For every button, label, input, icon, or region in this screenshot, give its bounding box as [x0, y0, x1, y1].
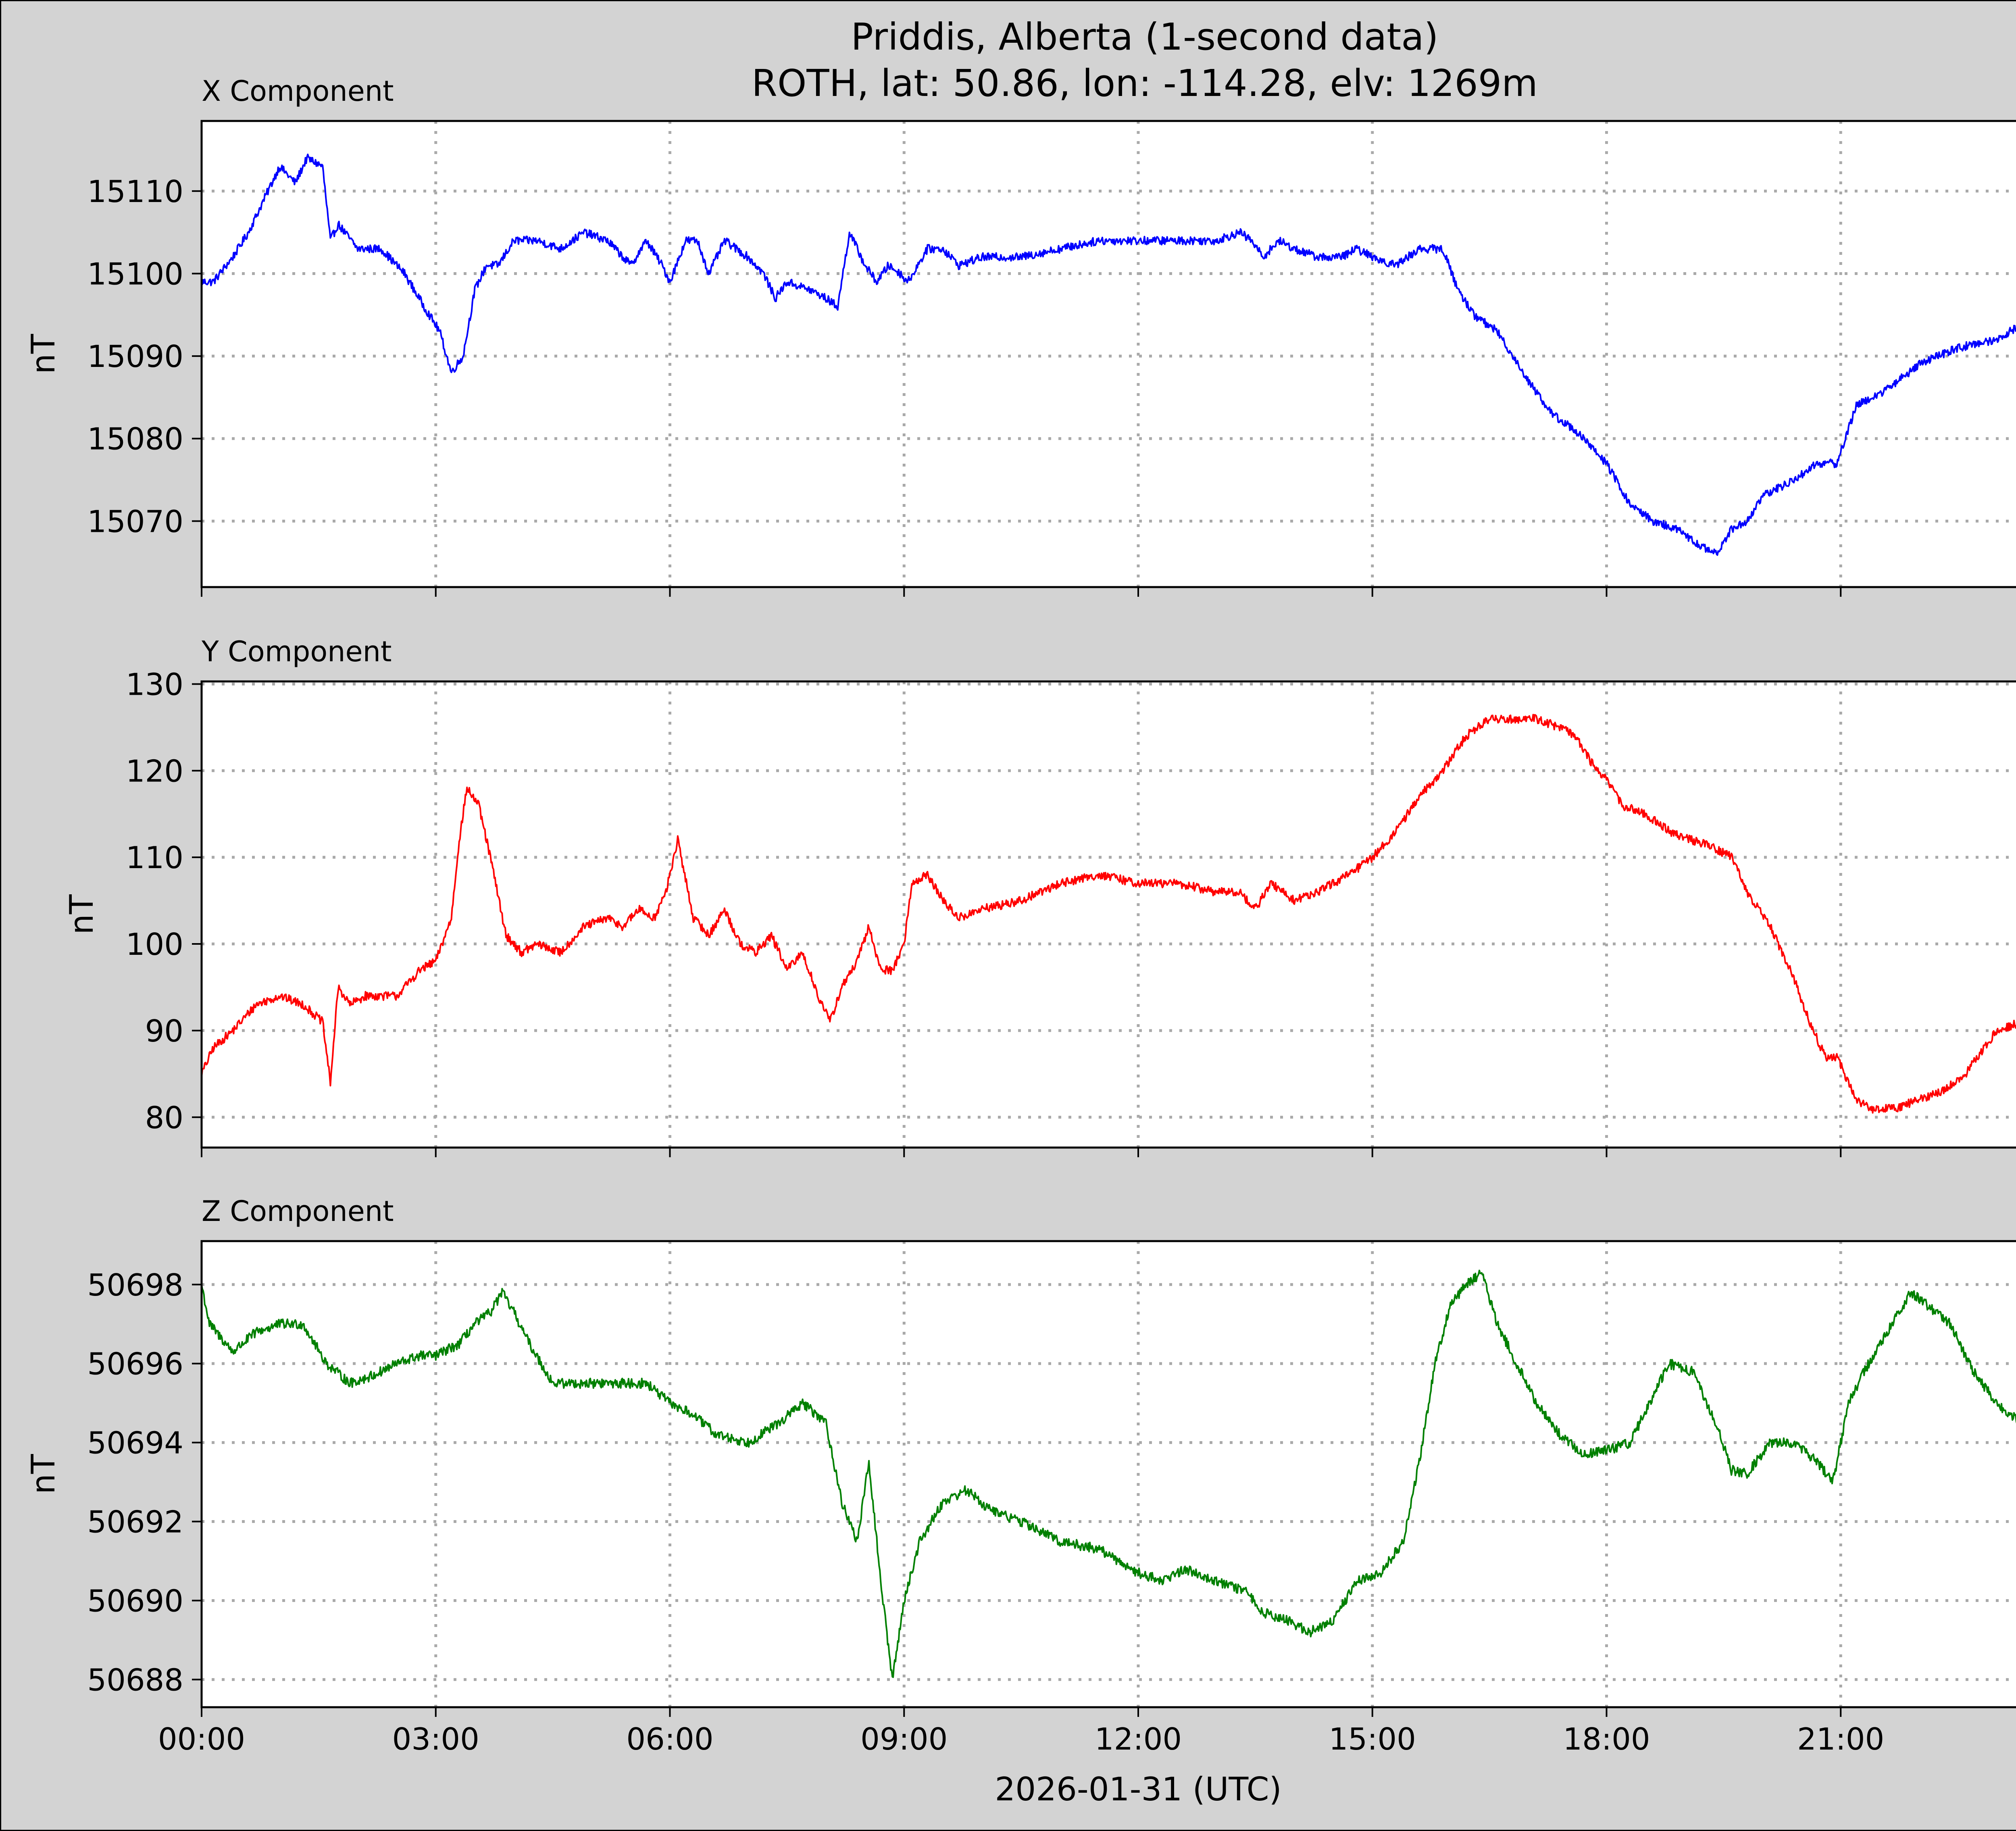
y-tick-label: 15090: [87, 339, 183, 374]
panel-title: Y Component: [201, 635, 392, 668]
panel-x-component: 15070 15080 15090 15100 15110 X Component nT: [25, 75, 2016, 597]
y-axis-label: nT: [25, 1454, 62, 1494]
x-axis-label: 2026-01-31 (UTC): [995, 1771, 1281, 1808]
series-line-x: [201, 153, 2016, 556]
y-tick-label: 130: [126, 667, 183, 702]
y-tick-label: 50688: [87, 1662, 183, 1698]
figure-title-line1: Priddis, Alberta (1-second data): [851, 15, 1438, 58]
plot-area: [202, 121, 2016, 587]
y-tick-label: 15110: [87, 174, 183, 209]
y-tick-label: 120: [126, 753, 183, 789]
x-tick-label: 00:00: [158, 1721, 245, 1757]
panel-z-component: 50688 50690 50692 50694 50696 50698 00:00 03:00…: [25, 1195, 2016, 1757]
x-tick-label: 06:00: [626, 1721, 713, 1757]
plot-area: [202, 681, 2016, 1148]
x-tick-label: 21:00: [1797, 1721, 1884, 1757]
y-tick-label: 90: [145, 1013, 183, 1049]
x-tick-label: 09:00: [860, 1721, 948, 1757]
x-tick-label: 15:00: [1329, 1721, 1416, 1757]
y-tick-label: 50692: [87, 1504, 183, 1540]
panel-title: Z Component: [202, 1195, 394, 1228]
panel-title: X Component: [202, 75, 394, 108]
y-axis-label: nT: [25, 333, 62, 374]
plot-area: [202, 1241, 2016, 1707]
x-tick-label: 18:00: [1563, 1721, 1650, 1757]
series-line-z: [201, 1269, 2016, 1678]
y-tick-label: 50690: [87, 1583, 183, 1619]
x-tick-label: 12:00: [1095, 1721, 1182, 1757]
x-tick-label: 03:00: [392, 1721, 479, 1757]
y-tick-label: 50698: [87, 1267, 183, 1303]
y-tick-label: 15080: [87, 421, 183, 457]
y-tick-label: 80: [145, 1100, 183, 1135]
series-line-y: [201, 714, 2016, 1114]
figure-title-line2: ROTH, lat: 50.86, lon: -114.28, elv: 126…: [752, 62, 1538, 105]
y-tick-label: 15070: [87, 504, 183, 539]
y-tick-label: 15100: [87, 256, 183, 292]
y-tick-label: 50694: [87, 1425, 183, 1461]
y-tick-label: 110: [126, 840, 183, 875]
panel-y-component: 80 90 100 110 120 130 Y Component nT: [63, 635, 2016, 1157]
y-tick-label: 100: [126, 927, 183, 962]
y-tick-label: 50696: [87, 1346, 183, 1382]
y-axis-label: nT: [63, 894, 100, 935]
